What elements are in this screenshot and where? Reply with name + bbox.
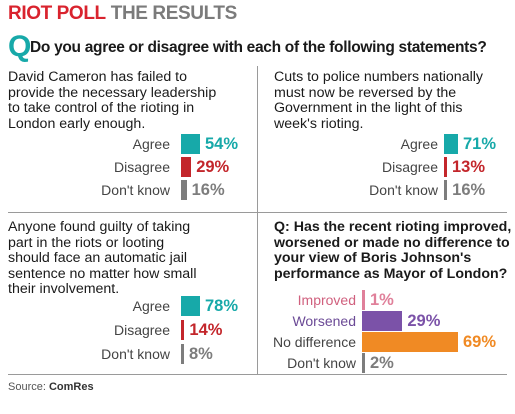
bar (362, 353, 365, 373)
panel-statement: Cuts to police numbers nationally must n… (274, 69, 483, 132)
source-name: ComRes (48, 381, 94, 393)
value-label: 78% (205, 297, 239, 315)
category-label: Disagree (113, 322, 170, 338)
bar (362, 332, 458, 352)
question-mark: Q (8, 30, 32, 63)
bar (181, 344, 184, 364)
source-label: Source: (8, 381, 46, 393)
value-label: 29% (196, 158, 230, 176)
bar (444, 157, 447, 177)
bar (362, 311, 403, 331)
source-line: Source: ComRes (8, 381, 94, 393)
category-label: Improved (297, 292, 356, 308)
title-main: RIOT POLL (8, 3, 106, 24)
category-label: Don't know (101, 346, 170, 362)
value-label: 54% (205, 135, 239, 153)
panel-statement: Q: Has the recent rioting improved, wors… (274, 219, 512, 282)
value-label: 29% (407, 312, 441, 330)
footer-divider (8, 374, 507, 375)
bar (362, 290, 365, 310)
category-label: No difference (272, 334, 356, 350)
category-label: Disagree (113, 159, 170, 175)
category-label: Don't know (101, 182, 170, 198)
question-text: Do you agree or disagree with each of th… (30, 39, 487, 56)
question-row: Q Do you agree or disagree with each of … (8, 30, 513, 63)
panel-statement: David Cameron has failed to provide the … (8, 69, 217, 132)
value-label: 69% (463, 333, 497, 351)
panel-statement: Anyone found guilty of taking part in th… (8, 219, 197, 297)
value-label: 8% (189, 345, 213, 363)
category-label: Disagree (381, 159, 438, 175)
value-label: 14% (189, 321, 223, 339)
value-label: 71% (463, 135, 497, 153)
value-label: 2% (370, 354, 394, 372)
title-bar: RIOT POLL THE RESULTS (8, 3, 237, 25)
bar (444, 180, 448, 200)
bar (181, 296, 200, 316)
panel-divider-horizontal (8, 212, 507, 213)
bar (181, 180, 187, 200)
value-label: 1% (370, 291, 394, 309)
category-label: Don't know (287, 355, 356, 371)
panel-divider-vertical (257, 66, 258, 374)
category-label: Agree (132, 136, 170, 152)
bar (181, 157, 192, 177)
value-label: 16% (191, 181, 225, 199)
category-label: Don't know (369, 182, 438, 198)
category-label: Agree (400, 136, 438, 152)
title-sub: THE RESULTS (110, 3, 238, 24)
value-label: 13% (452, 158, 486, 176)
bar (181, 320, 185, 340)
value-label: 16% (452, 181, 486, 199)
bar (181, 134, 200, 154)
category-label: Agree (132, 298, 170, 314)
category-label: Worsened (292, 313, 356, 329)
bar (444, 134, 458, 154)
